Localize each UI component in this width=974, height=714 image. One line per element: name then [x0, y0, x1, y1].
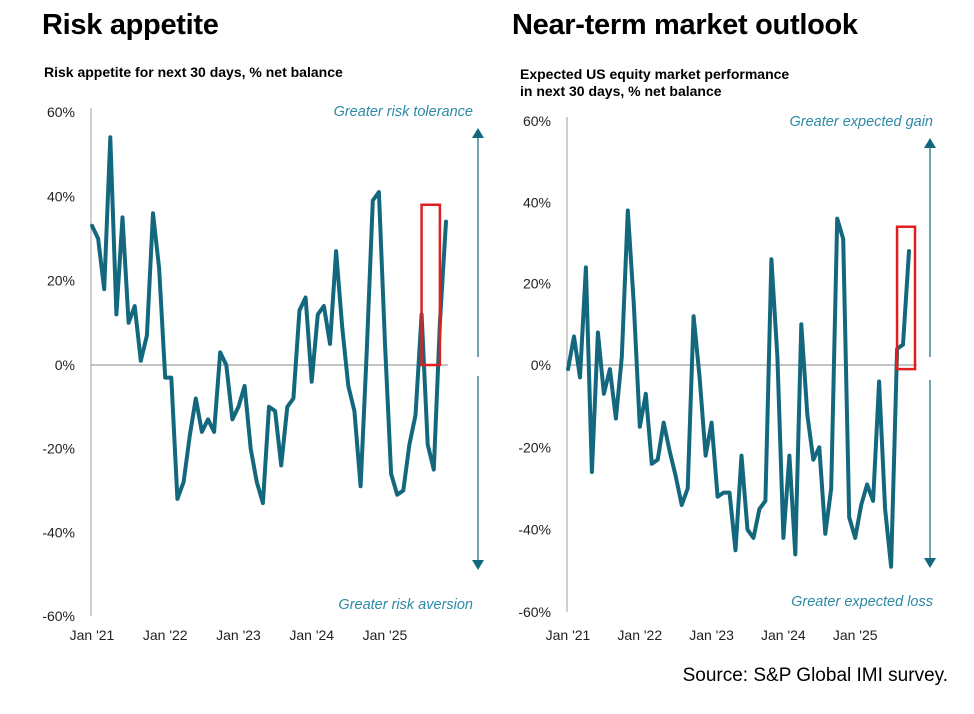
left-arrow-up-head — [472, 128, 484, 138]
left-y-tick-label: -60% — [42, 608, 75, 624]
right-y-tick-label: -20% — [518, 439, 551, 455]
right-subtitle-line-1: Expected US equity market performance — [520, 66, 790, 82]
right-chart-subtitle: Expected US equity market performance in… — [520, 66, 789, 100]
left-y-tick-label: 20% — [47, 273, 75, 289]
right-x-tick-label: Jan '23 — [689, 627, 734, 643]
right-x-tick-label: Jan '25 — [833, 627, 878, 643]
left-y-tick-label: 0% — [55, 357, 75, 373]
left-highlight-box — [420, 203, 442, 367]
left-annotation-top: Greater risk tolerance — [334, 104, 473, 120]
left-x-tick-label: Jan '21 — [70, 627, 115, 643]
right-series-line — [566, 208, 911, 569]
right-y-tick-label: 20% — [523, 276, 551, 292]
right-arrow-up-head — [924, 138, 936, 148]
left-chart-title: Risk appetite — [42, 9, 219, 41]
left-y-tick-label: -20% — [42, 441, 75, 457]
left-x-tick-label: Jan '25 — [363, 627, 408, 643]
left-x-tick-label: Jan '22 — [143, 627, 188, 643]
right-x-tick-label: Jan '21 — [546, 627, 591, 643]
left-arrow-down-head — [472, 560, 484, 570]
right-y-tick-label: -60% — [518, 604, 551, 620]
left-y-tick-label: 40% — [47, 188, 75, 204]
right-subtitle-line-2: in next 30 days, % net balance — [520, 83, 722, 99]
right-y-tick-label: 60% — [523, 113, 551, 129]
left-series-line — [90, 135, 448, 506]
left-x-tick-label: Jan '24 — [289, 627, 334, 643]
right-annotation-bottom: Greater expected loss — [791, 594, 933, 610]
right-highlight-box — [895, 225, 917, 371]
right-x-tick-label: Jan '22 — [617, 627, 662, 643]
left-y-tick-label: 60% — [47, 104, 75, 120]
right-chart-title: Near-term market outlook — [512, 9, 858, 41]
right-y-tick-label: 0% — [531, 357, 551, 373]
left-y-tick-label: -40% — [42, 524, 75, 540]
left-x-tick-label: Jan '23 — [216, 627, 261, 643]
right-arrow-down-head — [924, 558, 936, 568]
left-chart-subtitle: Risk appetite for next 30 days, % net ba… — [44, 64, 343, 80]
right-y-tick-label: 40% — [523, 194, 551, 210]
right-y-tick-label: -40% — [518, 522, 551, 538]
source-note: Source: S&P Global IMI survey. — [682, 665, 948, 686]
left-annotation-bottom: Greater risk aversion — [338, 597, 473, 613]
right-annotation-top: Greater expected gain — [790, 114, 933, 130]
right-x-tick-label: Jan '24 — [761, 627, 806, 643]
